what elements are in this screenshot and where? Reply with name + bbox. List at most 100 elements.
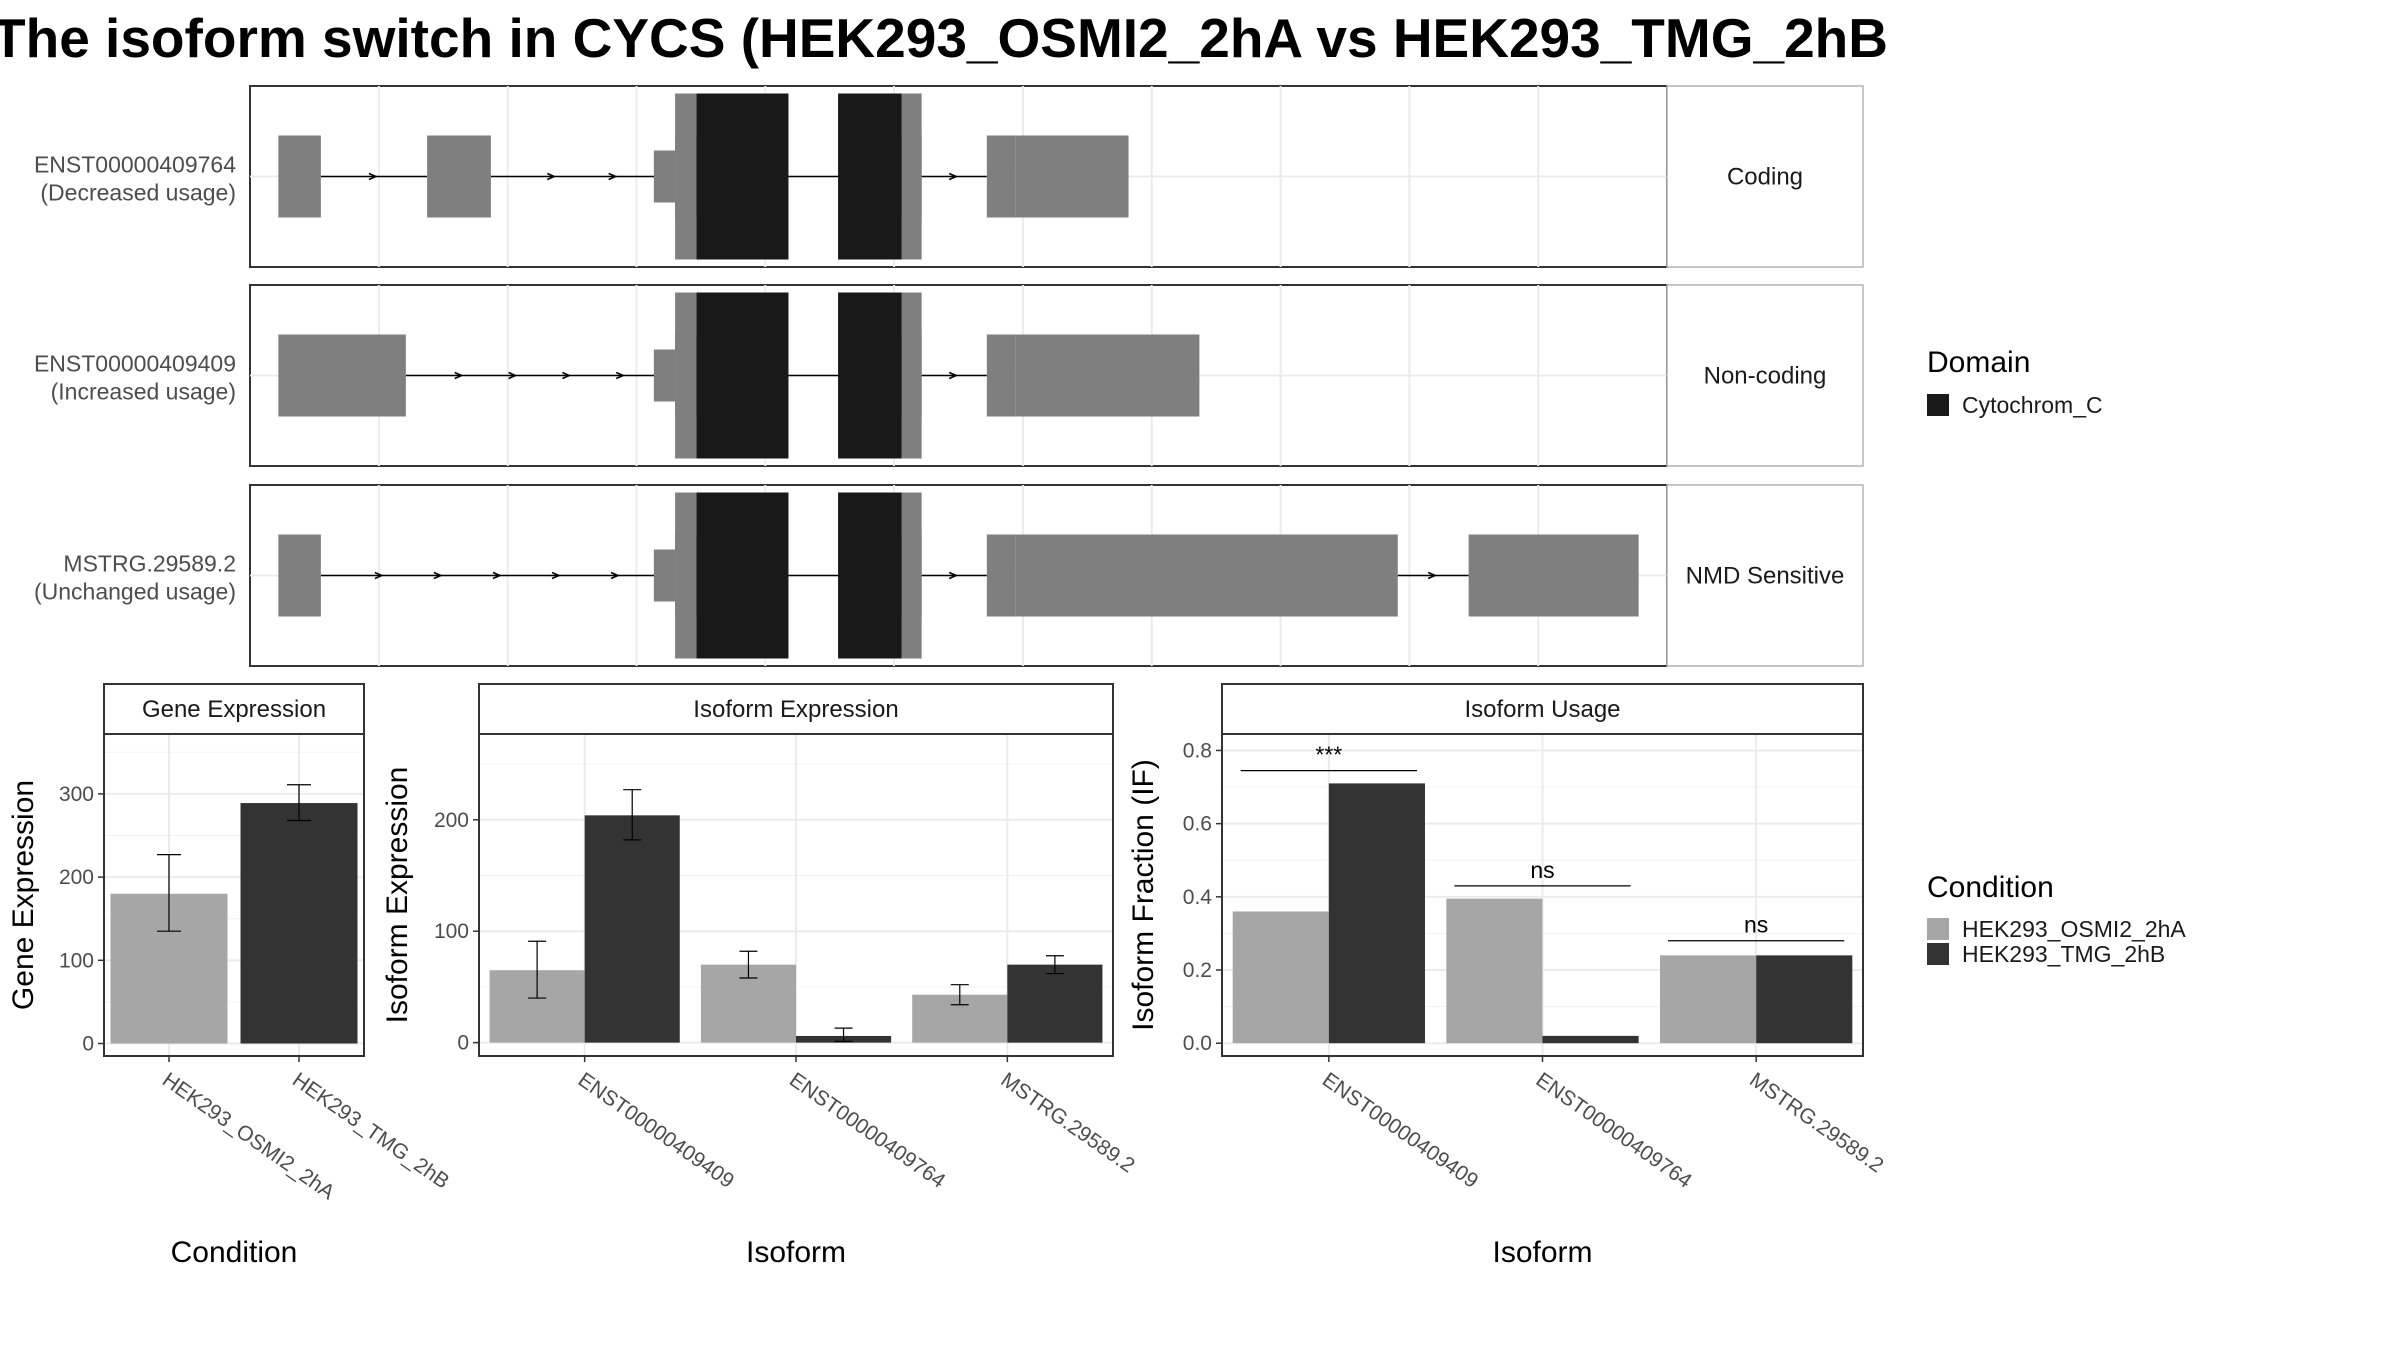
intron-arrow [1427, 571, 1438, 580]
domain-block [696, 492, 789, 659]
domain-block [838, 93, 902, 260]
utr-stub [653, 150, 676, 203]
exon-block [1468, 534, 1639, 617]
domain-block [838, 292, 902, 459]
condition-legend-key-b [1927, 943, 1949, 965]
bar-panel: *** ns ns Isoform Usage 0.0 0.2 0.4 0.6 0.8 ENST0… [1127, 683, 1888, 1269]
isoform-usage-label: (Decreased usage) [40, 180, 236, 206]
bar-condition-a [1232, 911, 1329, 1044]
bar-panel: Isoform Expression 0 100 200 ENST00000409409… [381, 683, 1139, 1269]
utr-stub [653, 549, 676, 602]
y-tick-label: 100 [434, 920, 469, 943]
panel-title: Isoform Expression [693, 696, 898, 723]
condition-legend-key-a [1927, 918, 1949, 940]
isoform-usage-label: (Increased usage) [51, 379, 236, 405]
intron-arrow [948, 571, 959, 580]
utr-block [1015, 334, 1200, 417]
bar-condition-b [1328, 783, 1425, 1044]
y-tick-label: 0.8 [1183, 739, 1212, 762]
exon-block [901, 492, 922, 659]
legends: Domain Cytochrom_C Condition HEK293_OSMI… [1927, 346, 2186, 967]
category-strip [1666, 484, 1864, 667]
y-tick-label: 0.2 [1183, 959, 1212, 982]
y-tick-label: 0.4 [1183, 886, 1213, 909]
intron-arrow [374, 571, 384, 580]
y-tick-label: 100 [59, 949, 94, 972]
bar-condition-b [1756, 955, 1853, 1044]
intron-arrow [610, 571, 620, 580]
isoform-structure-row: NMD Sensitive MSTRG.29589.2(Unchanged usa… [34, 484, 1864, 667]
exon-block [427, 135, 491, 218]
panel-title: Gene Expression [142, 696, 326, 723]
x-tick-label: ENST00000409409 [574, 1068, 738, 1193]
x-axis-title: Isoform [1492, 1236, 1592, 1269]
category-strip [1666, 284, 1864, 467]
significance-label: ns [1744, 912, 1768, 938]
isoform-id-label: MSTRG.29589.2 [63, 551, 236, 577]
isoform-structure-row: Coding ENST00000409764(Decreased usage) [34, 85, 1864, 268]
domain-legend-title: Domain [1927, 346, 2030, 379]
panel-title: Isoform Usage [1464, 696, 1620, 723]
x-tick-label: MSTRG.29589.2 [1745, 1068, 1887, 1177]
exon-block [278, 135, 321, 218]
bar [240, 803, 358, 1044]
y-tick-label: 200 [59, 866, 94, 889]
x-axis-title: Condition [171, 1236, 298, 1269]
bar-condition-b [1542, 1035, 1639, 1044]
category-label: NMD Sensitive [1686, 563, 1845, 590]
intron-arrow [546, 172, 557, 181]
condition-legend-label-a: HEK293_OSMI2_2hA [1962, 916, 2186, 942]
condition-legend-label-b: HEK293_TMG_2hB [1962, 941, 2165, 967]
panel-strip [103, 683, 365, 735]
y-tick-label: 300 [59, 783, 94, 806]
expression-bar-panels: Gene Expression0100200300HEK293_OSMI2_2h… [7, 683, 1888, 1269]
y-tick-label: 0.6 [1183, 813, 1212, 836]
intron-arrow [948, 172, 959, 181]
isoform-structure-row: Non-coding ENST00000409409(Increased usag… [34, 284, 1864, 467]
category-strip [1666, 85, 1864, 268]
y-axis-title: Gene Expression [7, 780, 40, 1010]
y-tick-label: 0 [457, 1032, 469, 1055]
exon-block [901, 292, 922, 459]
exon-block [675, 292, 697, 459]
isoform-id-label: ENST00000409764 [34, 152, 236, 178]
significance-label: *** [1315, 742, 1342, 768]
x-tick-label: ENST00000409764 [1532, 1068, 1697, 1193]
intron-arrow [368, 172, 378, 181]
utr-block [1015, 135, 1129, 218]
isoform-id-label: ENST00000409409 [34, 351, 236, 377]
bar-condition-b [1007, 964, 1103, 1043]
domain-block [696, 93, 789, 260]
exon-block [675, 492, 697, 659]
exon-block [986, 534, 1016, 617]
bar-condition-b [584, 815, 680, 1043]
isoform-usage-label: (Unchanged usage) [34, 579, 236, 605]
y-tick-label: 0.0 [1183, 1032, 1212, 1055]
x-tick-label: MSTRG.29589.2 [996, 1068, 1138, 1177]
utr-stub [653, 349, 676, 402]
domain-legend-key [1927, 394, 1949, 416]
intron-arrow [454, 371, 464, 380]
utr-block [1015, 534, 1398, 617]
isoform-structure-panels: Coding ENST00000409764(Decreased usage) No… [34, 85, 1864, 667]
category-label: Non-coding [1704, 363, 1827, 390]
y-axis-title: Isoform Fraction (IF) [1127, 759, 1160, 1031]
y-axis-title: Isoform Expression [381, 767, 414, 1024]
figure-title: The isoform switch in CYCS (HEK293_OSMI2… [0, 7, 1888, 69]
exon-block [986, 135, 1016, 218]
x-tick-label: ENST00000409409 [1318, 1068, 1482, 1193]
x-tick-label: ENST00000409764 [785, 1068, 950, 1193]
y-tick-label: 0 [82, 1033, 94, 1056]
condition-legend-title: Condition [1927, 871, 2054, 904]
intron-arrow [948, 371, 959, 380]
domain-block [838, 492, 902, 659]
significance-label: ns [1530, 857, 1554, 883]
x-axis-title: Isoform [746, 1236, 846, 1269]
exon-block [675, 93, 697, 260]
intron-arrow [608, 172, 618, 181]
intron-arrow [433, 571, 443, 580]
intron-arrow [492, 571, 502, 580]
panel-strip [478, 683, 1114, 735]
category-label: Coding [1727, 164, 1803, 191]
